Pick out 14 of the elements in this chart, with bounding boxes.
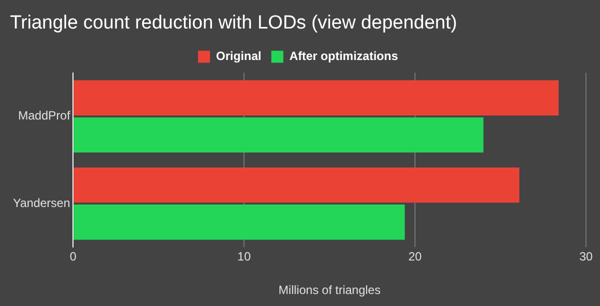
x-tick-label: 0 (70, 250, 77, 264)
bar (74, 117, 484, 153)
bar (74, 80, 559, 116)
legend-label: Original (216, 49, 262, 64)
y-tick-label: Yandersen (12, 196, 70, 210)
x-tick-label: 30 (579, 250, 593, 264)
x-tick-label: 10 (237, 250, 252, 264)
chart-title: Triangle count reduction with LODs (view dependent) (10, 12, 458, 34)
legend-label: After optimizations (289, 49, 398, 64)
bar (74, 204, 405, 240)
bar (74, 167, 520, 203)
x-axis-title: Millions of triangles (278, 283, 381, 298)
y-tick-label: MaddProf (18, 108, 71, 123)
x-tick-label: 20 (408, 250, 422, 264)
